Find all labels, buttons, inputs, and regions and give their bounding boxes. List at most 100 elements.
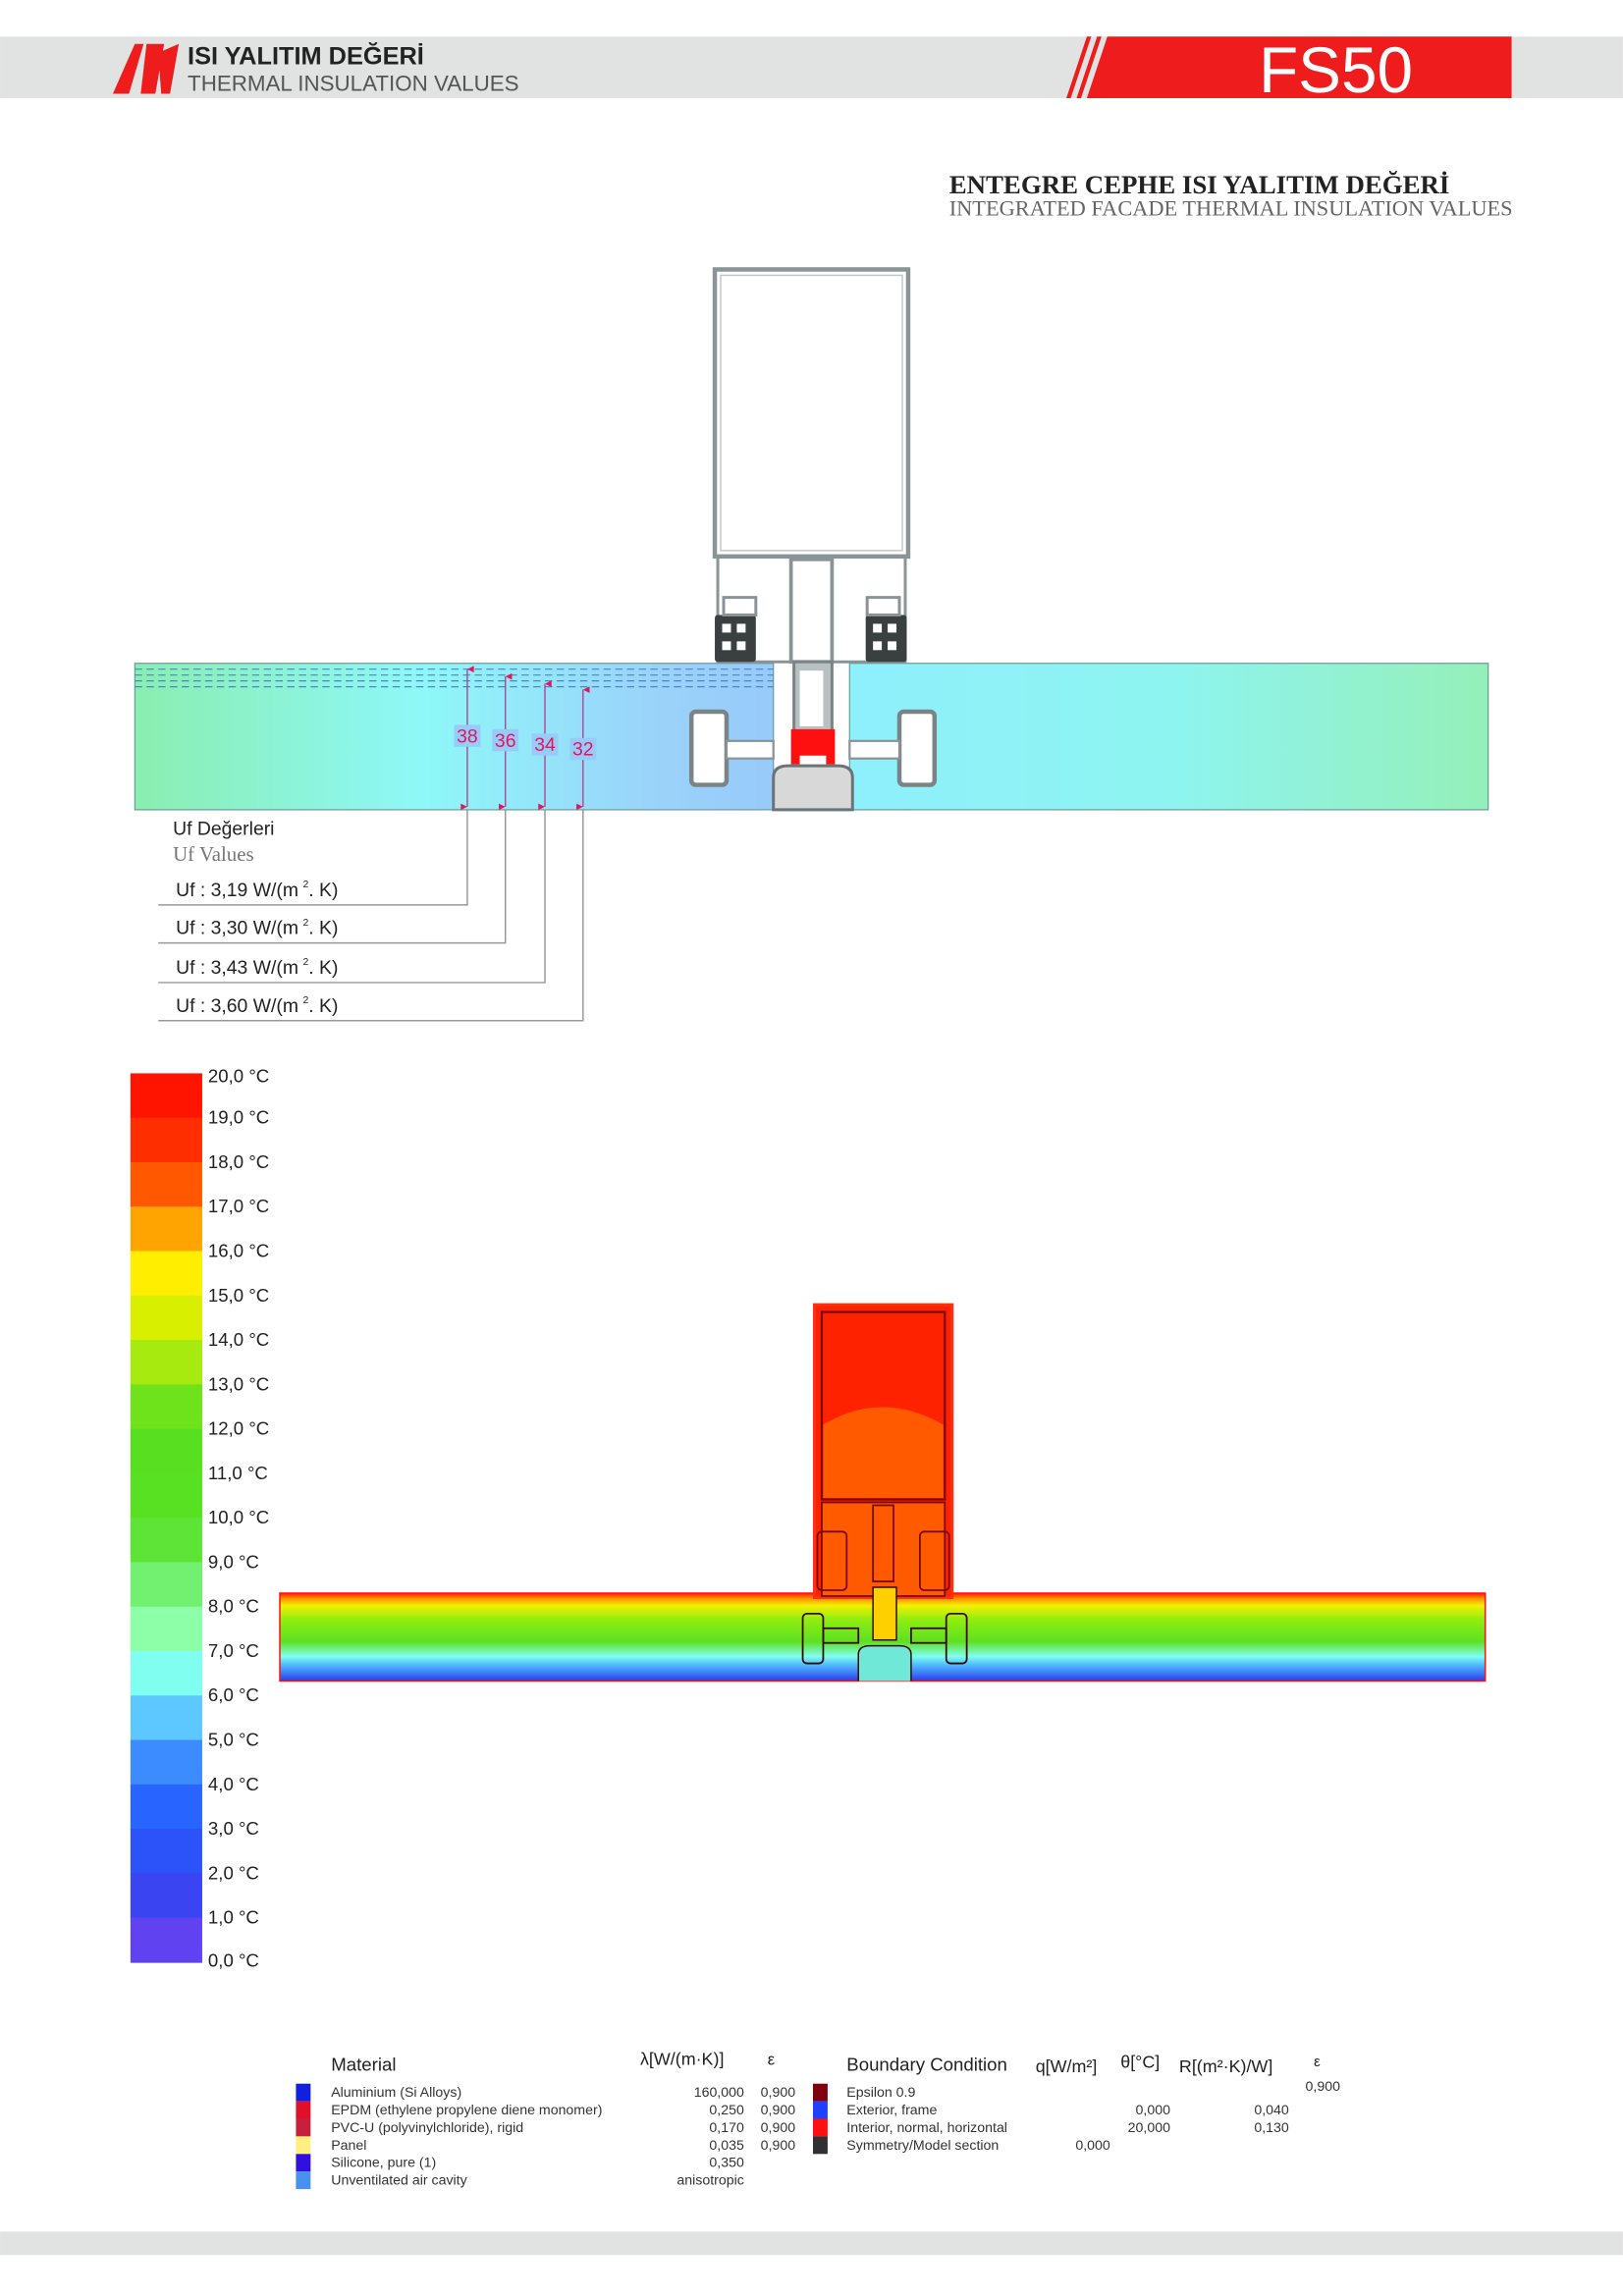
color-band (130, 1340, 202, 1386)
uf-value: Uf : 3,43 W/(m 2. K) (176, 957, 338, 979)
scale-label: 6,0 °C (208, 1684, 259, 1705)
color-band (130, 1384, 202, 1430)
uf-heading-tr: Uf Değerleri (173, 818, 274, 839)
scale-label: 10,0 °C (208, 1507, 269, 1527)
color-band (130, 1650, 202, 1696)
boundary-name: Epsilon 0.9 (846, 2085, 915, 2101)
scale-label: 15,0 °C (208, 1285, 269, 1306)
scale-label: 1,0 °C (208, 1907, 259, 1928)
uf-leader-line (158, 809, 584, 1022)
q-header: q[W/m²] (1036, 2056, 1098, 2076)
boundary-swatch (812, 2101, 828, 2119)
uf-value: Uf : 3,19 W/(m 2. K) (176, 880, 338, 901)
thermal-simulation-image (279, 1303, 1487, 1682)
epsilon-header: ε (768, 2051, 775, 2068)
section-title-en: INTEGRATED FACADE THERMAL INSULATION VAL… (949, 195, 1513, 220)
material-name: Silicone, pure (1) (331, 2156, 436, 2171)
theta-header: θ[°C] (1120, 2052, 1160, 2071)
boundary-theta: 0,000 (1136, 2103, 1171, 2118)
uf-leader-line (158, 809, 507, 944)
scale-label: 12,0 °C (208, 1418, 269, 1439)
color-band (130, 1206, 202, 1253)
scale-label: 20,0 °C (208, 1065, 269, 1086)
material-name: PVC-U (polyvinylchloride), rigid (331, 2120, 523, 2136)
boundary-q: 0,000 (1075, 2138, 1110, 2154)
color-band (130, 1295, 202, 1341)
material-lambda: anisotropic (676, 2173, 743, 2189)
dimension-label: 32 (572, 739, 594, 761)
material-lambda: 0,170 (709, 2120, 744, 2136)
boundary-theta: 20,000 (1128, 2120, 1170, 2136)
material-name: Aluminium (Si Alloys) (331, 2085, 461, 2101)
scale-label: 4,0 °C (208, 1774, 259, 1794)
company-logo (112, 43, 180, 94)
material-name: EPDM (ethylene propylene diene monomer) (331, 2103, 602, 2118)
material-swatch (296, 2101, 311, 2119)
color-band (130, 1073, 202, 1119)
dimension-label-bg (531, 733, 559, 756)
material-swatch (296, 2154, 311, 2172)
scale-label: 13,0 °C (208, 1373, 269, 1394)
scale-label: 19,0 °C (208, 1107, 269, 1128)
material-epsilon: 0,900 (761, 2103, 796, 2118)
lambda-header: λ[W/(m·K)] (640, 2049, 724, 2068)
material-lambda: 0,350 (709, 2156, 744, 2171)
scale-label: 18,0 °C (208, 1151, 269, 1172)
scale-label: 3,0 °C (208, 1818, 259, 1839)
color-band (130, 1562, 202, 1608)
header-title-tr: ISI YALITIM DEĞERİ (188, 42, 424, 71)
color-band (130, 1117, 202, 1163)
material-swatch (296, 2118, 311, 2137)
boundary-r: 0,130 (1254, 2120, 1289, 2136)
color-band (130, 1472, 202, 1519)
color-band (130, 1251, 202, 1297)
material-header: Material (331, 2054, 396, 2074)
color-band (130, 1695, 202, 1741)
boundary-name: Interior, normal, horizontal (846, 2120, 1007, 2136)
material-epsilon: 0,900 (761, 2138, 796, 2154)
material-lambda: 0,250 (709, 2103, 744, 2118)
material-epsilon: 0,900 (761, 2120, 796, 2136)
material-lambda: 160,000 (694, 2085, 744, 2101)
dimension-label-bg (569, 737, 597, 761)
boundary-swatch (812, 2136, 828, 2155)
scale-label: 14,0 °C (208, 1329, 269, 1350)
material-swatch (296, 2136, 311, 2155)
scale-label: 0,0 °C (208, 1949, 259, 1970)
material-name: Unventilated air cavity (331, 2173, 467, 2189)
dimension-label: 36 (495, 730, 516, 752)
dimension-label-bg (492, 728, 519, 752)
footer-band (0, 2231, 1623, 2256)
color-band (130, 1784, 202, 1830)
dimension-label-bg (454, 724, 481, 747)
uf-value: Uf : 3,30 W/(m 2. K) (176, 918, 338, 939)
color-band (130, 1518, 202, 1564)
material-lambda: 0,035 (709, 2138, 744, 2154)
scale-label: 8,0 °C (208, 1596, 259, 1617)
color-band (130, 1161, 202, 1207)
profile-section-drawing (134, 267, 1489, 812)
boundary-table: Boundary Condition q[W/m²] θ[°C] R[(m²·K… (812, 2052, 1341, 2155)
scale-label: 11,0 °C (208, 1463, 268, 1483)
color-band (130, 1606, 202, 1652)
boundary-epsilon: 0,900 (1306, 2079, 1341, 2095)
dimension-label: 38 (457, 725, 478, 747)
dimension-markers: 38 36 34 32 (454, 666, 597, 811)
scale-label: 2,0 °C (208, 1862, 259, 1883)
scale-label: 9,0 °C (208, 1551, 259, 1572)
uf-value: Uf : 3,60 W/(m 2. K) (176, 995, 338, 1017)
dimension-label: 34 (534, 734, 556, 756)
uf-leader-line (158, 809, 546, 984)
color-band (130, 1428, 202, 1474)
material-swatch (296, 2171, 311, 2190)
material-epsilon: 0,900 (761, 2085, 796, 2101)
color-band (130, 1739, 202, 1786)
product-badge: FS50 (1066, 34, 1512, 106)
color-band (130, 1917, 202, 1963)
boundary-name: Symmetry/Model section (846, 2138, 999, 2154)
scale-label: 17,0 °C (208, 1196, 269, 1216)
boundary-epsilon-header: ε (1314, 2055, 1321, 2070)
temperature-color-scale: 20,0 °C 19,0 °C 18,0 °C 17,0 °C 16,0 °C 15,0 … (130, 1065, 269, 1970)
uf-leader-line (158, 809, 468, 906)
scale-label: 7,0 °C (208, 1640, 259, 1661)
